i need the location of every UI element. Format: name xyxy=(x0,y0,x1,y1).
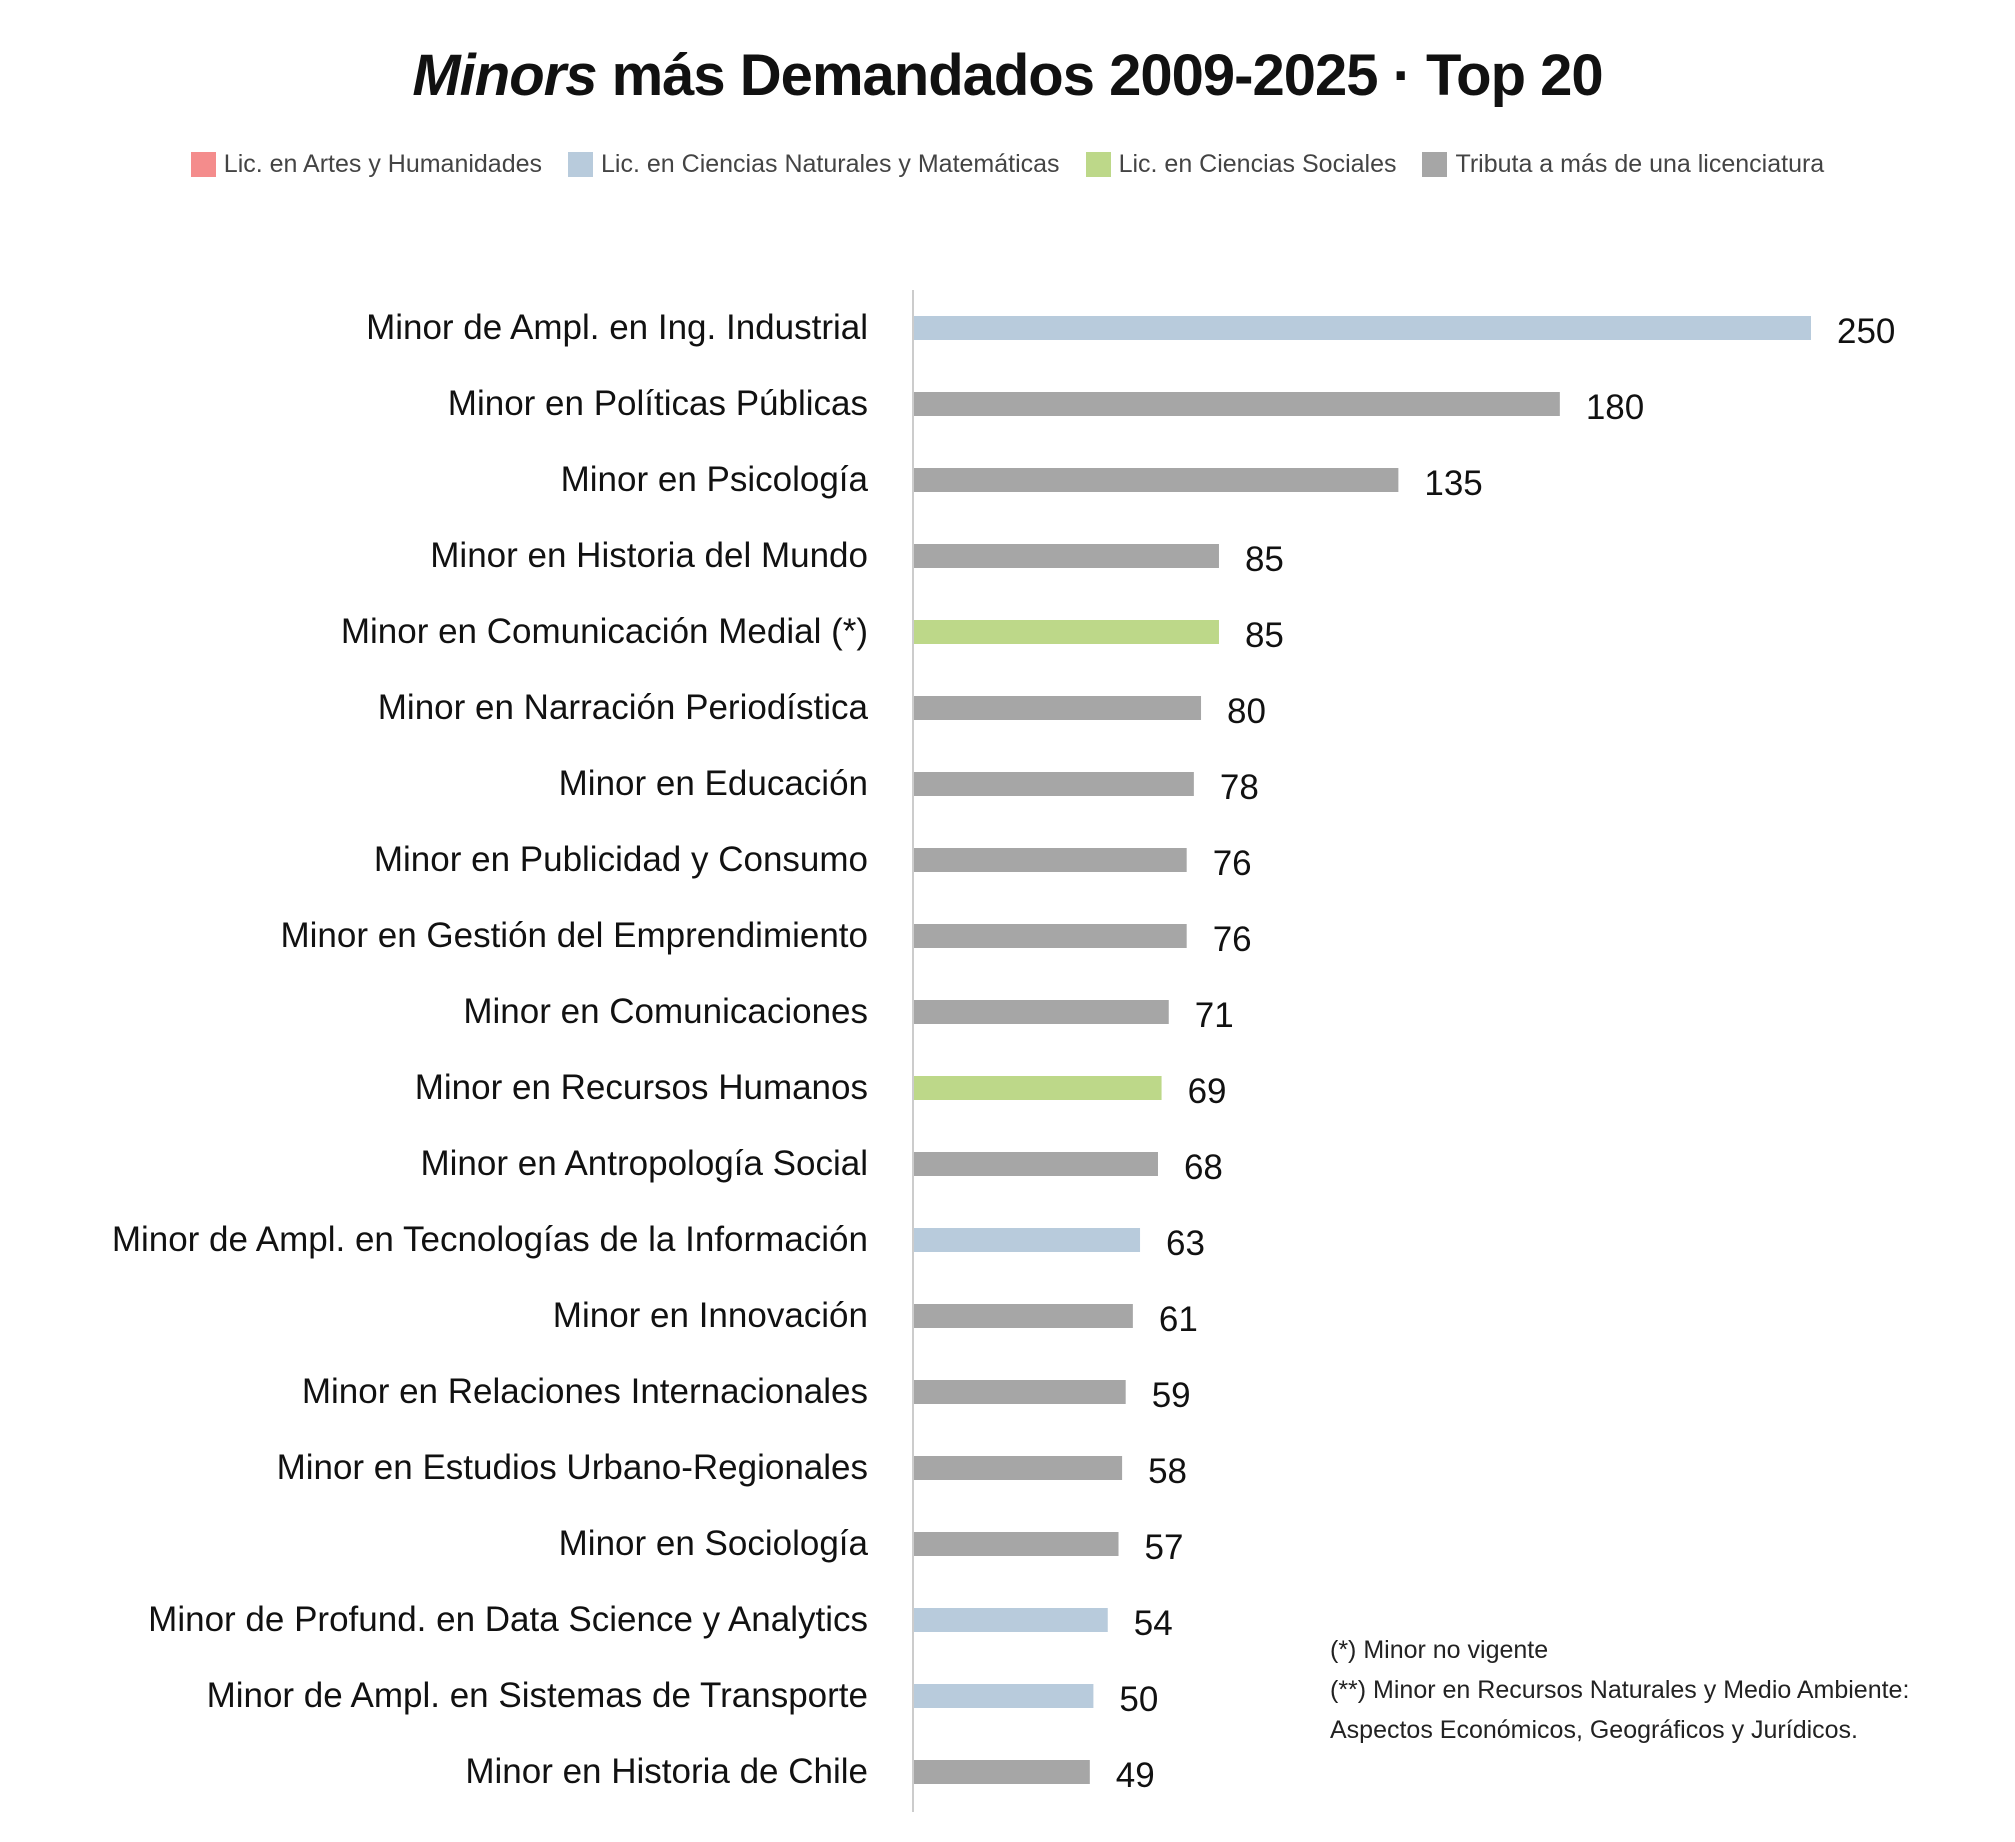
category-label: Minor en Comunicación Medial (*) xyxy=(341,612,868,651)
bar xyxy=(914,772,1194,796)
legend-item-ciencias-sociales: Lic. en Ciencias Sociales xyxy=(1085,150,1397,179)
bar xyxy=(914,1608,1108,1632)
value-label: 54 xyxy=(1134,1604,1173,1643)
chart-title: Minors más Demandados 2009-2025 · Top 20 xyxy=(0,42,2015,109)
footnotes: (*) Minor no vigente (**) Minor en Recur… xyxy=(1330,1630,1970,1750)
value-label: 69 xyxy=(1188,1072,1227,1111)
value-label: 135 xyxy=(1424,464,1482,503)
bar xyxy=(914,316,1811,340)
bar xyxy=(914,1684,1094,1708)
category-label: Minor en Antropología Social xyxy=(421,1144,869,1183)
legend: Lic. en Artes y Humanidades Lic. en Cien… xyxy=(0,150,2015,179)
legend-swatch-ciencias-sociales xyxy=(1085,152,1111,177)
bar xyxy=(914,1456,1123,1480)
legend-swatch-multiple xyxy=(1422,152,1448,177)
category-label: Minor en Historia del Mundo xyxy=(430,536,868,575)
bar xyxy=(914,1152,1158,1176)
value-label: 58 xyxy=(1148,1452,1187,1491)
value-label: 80 xyxy=(1227,692,1266,731)
category-label: Minor de Ampl. en Ing. Industrial xyxy=(366,308,868,347)
value-label: 76 xyxy=(1213,844,1252,883)
category-label: Minor en Políticas Públicas xyxy=(448,384,868,423)
bar xyxy=(914,1076,1162,1100)
legend-swatch-artes xyxy=(190,152,216,177)
legend-item-multiple: Tributa a más de una licenciatura xyxy=(1422,150,1824,179)
category-label: Minor en Publicidad y Consumo xyxy=(374,840,868,879)
value-label: 68 xyxy=(1184,1148,1223,1187)
bar xyxy=(914,620,1219,644)
bar xyxy=(914,1760,1090,1784)
chart-title-italic: Minors xyxy=(412,43,597,108)
category-label: Minor en Estudios Urbano-Regionales xyxy=(277,1448,868,1487)
bar xyxy=(914,1532,1119,1556)
value-label: 76 xyxy=(1213,920,1252,959)
category-label: Minor en Educación xyxy=(559,764,868,803)
value-label: 49 xyxy=(1116,1756,1155,1795)
bar xyxy=(914,468,1399,492)
category-label: Minor en Comunicaciones xyxy=(463,992,868,1031)
category-label: Minor de Profund. en Data Science y Anal… xyxy=(148,1600,868,1639)
bar xyxy=(914,924,1187,948)
bar xyxy=(914,696,1202,720)
legend-label-artes: Lic. en Artes y Humanidades xyxy=(223,150,543,178)
chart-title-rest: más Demandados 2009-2025 · Top 20 xyxy=(596,43,1604,108)
category-label: Minor en Recursos Humanos xyxy=(415,1068,868,1107)
bar xyxy=(914,1000,1169,1024)
bar xyxy=(914,848,1187,872)
footnote-2: (**) Minor en Recursos Naturales y Medio… xyxy=(1330,1676,1910,1744)
value-label: 61 xyxy=(1159,1300,1198,1339)
category-label: Minor en Psicología xyxy=(561,460,869,499)
value-label: 85 xyxy=(1245,540,1284,579)
value-label: 250 xyxy=(1837,312,1895,351)
value-label: 71 xyxy=(1195,996,1234,1035)
bar xyxy=(914,1228,1141,1252)
value-label: 50 xyxy=(1119,1680,1158,1719)
value-label: 63 xyxy=(1166,1224,1205,1263)
legend-item-ciencias-naturales: Lic. en Ciencias Naturales y Matemáticas xyxy=(568,150,1060,179)
bar xyxy=(914,1380,1126,1404)
category-label: Minor en Sociología xyxy=(559,1524,869,1563)
value-label: 78 xyxy=(1220,768,1259,807)
category-label: Minor en Gestión del Emprendimiento xyxy=(280,916,868,955)
legend-label-ciencias-naturales: Lic. en Ciencias Naturales y Matemáticas xyxy=(601,150,1060,178)
bar xyxy=(914,544,1219,568)
category-label: Minor en Innovación xyxy=(553,1296,868,1335)
legend-label-ciencias-sociales: Lic. en Ciencias Sociales xyxy=(1118,150,1397,178)
value-label: 85 xyxy=(1245,616,1284,655)
value-label: 180 xyxy=(1586,388,1644,427)
legend-item-artes: Lic. en Artes y Humanidades xyxy=(190,150,543,179)
category-label: Minor en Historia de Chile xyxy=(465,1752,868,1791)
category-label: Minor en Narración Periodística xyxy=(378,688,869,727)
legend-label-multiple: Tributa a más de una licenciatura xyxy=(1455,150,1825,178)
bar xyxy=(914,392,1560,416)
legend-swatch-ciencias-naturales xyxy=(568,152,594,177)
value-label: 59 xyxy=(1152,1376,1191,1415)
footnote-1: (*) Minor no vigente xyxy=(1330,1636,1549,1664)
bar xyxy=(914,1304,1133,1328)
value-label: 57 xyxy=(1145,1528,1184,1567)
category-label: Minor en Relaciones Internacionales xyxy=(302,1372,868,1411)
category-label: Minor de Ampl. en Tecnologías de la Info… xyxy=(112,1220,868,1259)
category-label: Minor de Ampl. en Sistemas de Transporte xyxy=(207,1676,868,1715)
